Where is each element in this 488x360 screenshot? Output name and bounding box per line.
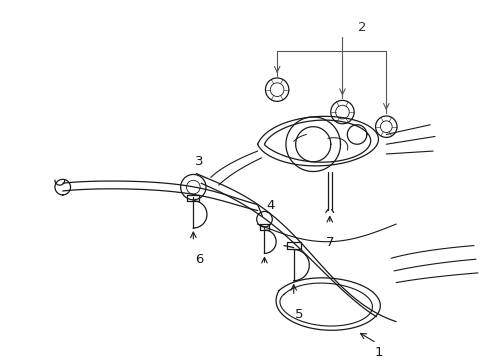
Text: 3: 3 — [195, 155, 203, 168]
Text: 7: 7 — [325, 236, 333, 249]
Text: 5: 5 — [295, 308, 303, 321]
Text: 6: 6 — [195, 253, 203, 266]
Text: 1: 1 — [373, 346, 382, 359]
Text: 2: 2 — [357, 21, 366, 34]
Text: 4: 4 — [265, 199, 274, 212]
